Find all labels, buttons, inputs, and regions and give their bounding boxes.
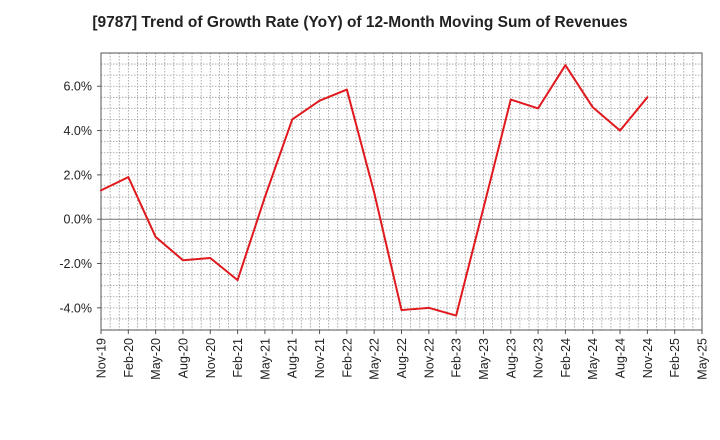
- x-tick-label: Nov-22: [422, 338, 436, 378]
- x-tick-label: May-24: [586, 338, 600, 380]
- x-tick-label: Feb-22: [340, 338, 354, 378]
- x-tick-label: Feb-21: [231, 338, 245, 378]
- x-tick-label: Aug-23: [504, 338, 518, 378]
- x-tick-label: Nov-23: [532, 338, 546, 378]
- x-tick-label: Aug-20: [176, 338, 190, 378]
- y-tick-label: 2.0%: [64, 168, 93, 182]
- x-tick-label: Nov-24: [641, 338, 655, 378]
- y-tick-label: 0.0%: [64, 213, 93, 227]
- y-tick-label: -2.0%: [59, 257, 92, 271]
- x-tick-label: Aug-22: [395, 338, 409, 378]
- x-tick-label: May-25: [696, 338, 710, 380]
- x-tick-label: May-23: [477, 338, 491, 380]
- x-tick-label: Aug-24: [614, 338, 628, 378]
- series-line: [100, 64, 649, 317]
- x-tick-label: Nov-21: [313, 338, 327, 378]
- x-tick-label: Feb-20: [122, 338, 136, 378]
- x-tick-label: May-21: [258, 338, 272, 380]
- chart-title: [9787] Trend of Growth Rate (YoY) of 12-…: [92, 14, 628, 31]
- x-tick-label: Feb-25: [668, 338, 682, 378]
- x-tick-label: Nov-19: [95, 338, 109, 378]
- y-tick-label: -4.0%: [59, 301, 92, 315]
- x-tick-label: May-20: [149, 338, 163, 380]
- x-tick-label: Aug-21: [286, 338, 300, 378]
- y-tick-label: 4.0%: [64, 124, 93, 138]
- x-tick-label: Feb-24: [559, 338, 573, 378]
- x-tick-label: Feb-23: [450, 338, 464, 378]
- x-tick-label: Nov-20: [204, 338, 218, 378]
- x-tick-label: May-22: [368, 338, 382, 380]
- y-tick-label: 6.0%: [64, 80, 93, 94]
